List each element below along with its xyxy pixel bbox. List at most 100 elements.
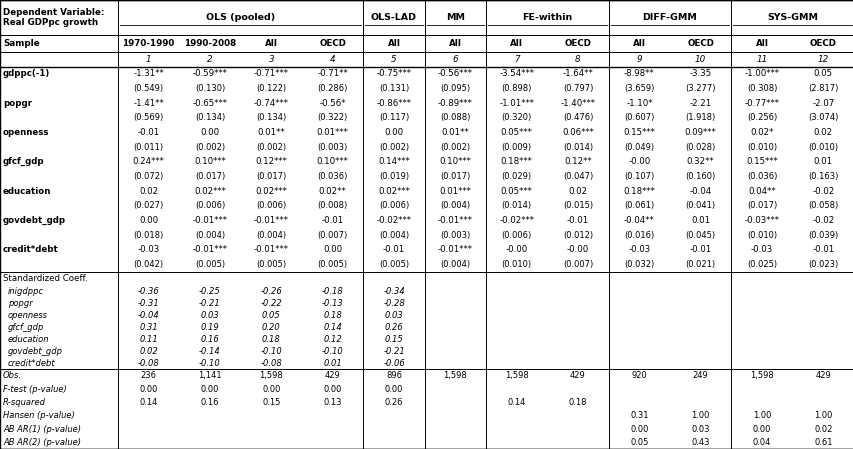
Text: -0.74***: -0.74*** xyxy=(253,99,288,108)
Text: All: All xyxy=(509,39,523,48)
Text: 0.18: 0.18 xyxy=(568,398,587,407)
Text: -0.04: -0.04 xyxy=(688,187,711,196)
Text: 0.03: 0.03 xyxy=(691,424,709,434)
Text: SYS-GMM: SYS-GMM xyxy=(766,13,817,22)
Text: 920: 920 xyxy=(630,371,647,380)
Text: 0.19: 0.19 xyxy=(200,322,219,332)
Text: 1,141: 1,141 xyxy=(198,371,222,380)
Text: Sample: Sample xyxy=(3,39,39,48)
Text: (0.014): (0.014) xyxy=(501,201,531,210)
Text: (0.010): (0.010) xyxy=(501,260,531,269)
Text: 0.15***: 0.15*** xyxy=(623,128,654,137)
Text: -0.03***: -0.03*** xyxy=(744,216,779,225)
Text: 1970-1990: 1970-1990 xyxy=(122,39,175,48)
Text: -0.28: -0.28 xyxy=(383,299,404,308)
Text: -0.02: -0.02 xyxy=(811,216,833,225)
Text: 0.02: 0.02 xyxy=(568,187,587,196)
Text: -0.01: -0.01 xyxy=(322,216,344,225)
Text: -0.02: -0.02 xyxy=(811,187,833,196)
Text: (0.006): (0.006) xyxy=(501,231,531,240)
Text: (0.117): (0.117) xyxy=(379,114,409,123)
Text: (0.320): (0.320) xyxy=(501,114,531,123)
Text: 0.00: 0.00 xyxy=(385,384,403,393)
Text: 3: 3 xyxy=(268,55,274,64)
Text: 0.02*: 0.02* xyxy=(750,128,773,137)
Text: 0.09***: 0.09*** xyxy=(684,128,716,137)
Text: (0.134): (0.134) xyxy=(194,114,225,123)
Text: (0.021): (0.021) xyxy=(685,260,715,269)
Text: 0.10***: 0.10*** xyxy=(439,158,471,167)
Text: -0.71***: -0.71*** xyxy=(253,70,288,79)
Text: -0.01***: -0.01*** xyxy=(253,245,288,254)
Text: 0.04: 0.04 xyxy=(752,438,770,447)
Text: -3.54***: -3.54*** xyxy=(499,70,533,79)
Text: 1,598: 1,598 xyxy=(259,371,283,380)
Text: -8.98**: -8.98** xyxy=(624,70,654,79)
Text: 0.01: 0.01 xyxy=(323,359,342,368)
Text: education: education xyxy=(3,187,51,196)
Text: FE-within: FE-within xyxy=(521,13,572,22)
Text: -0.01: -0.01 xyxy=(688,245,711,254)
Text: 0.14: 0.14 xyxy=(323,322,342,332)
Text: 896: 896 xyxy=(386,371,402,380)
Text: (0.006): (0.006) xyxy=(256,201,286,210)
Text: (0.003): (0.003) xyxy=(439,231,470,240)
Text: All: All xyxy=(755,39,768,48)
Text: 0.04**: 0.04** xyxy=(747,187,775,196)
Text: gfcf_gdp: gfcf_gdp xyxy=(8,322,44,332)
Text: 1.00: 1.00 xyxy=(691,411,709,420)
Text: (0.010): (0.010) xyxy=(807,143,838,152)
Text: -0.89***: -0.89*** xyxy=(438,99,473,108)
Text: (0.005): (0.005) xyxy=(379,260,409,269)
Text: -0.56*: -0.56* xyxy=(319,99,345,108)
Text: 0.00: 0.00 xyxy=(262,384,280,393)
Text: -0.02***: -0.02*** xyxy=(499,216,533,225)
Text: -3.35: -3.35 xyxy=(688,70,711,79)
Text: -1.00***: -1.00*** xyxy=(744,70,779,79)
Text: (0.002): (0.002) xyxy=(256,143,286,152)
Text: (0.004): (0.004) xyxy=(440,260,470,269)
Text: (3.074): (3.074) xyxy=(807,114,838,123)
Text: -0.71**: -0.71** xyxy=(317,70,348,79)
Text: 0.00: 0.00 xyxy=(323,384,341,393)
Text: (0.017): (0.017) xyxy=(256,172,286,181)
Text: education: education xyxy=(8,335,49,343)
Text: -0.65***: -0.65*** xyxy=(192,99,227,108)
Text: -0.21: -0.21 xyxy=(199,299,221,308)
Text: (3.277): (3.277) xyxy=(685,84,715,93)
Text: -1.41**: -1.41** xyxy=(133,99,164,108)
Text: -0.59***: -0.59*** xyxy=(192,70,227,79)
Text: (0.130): (0.130) xyxy=(194,84,225,93)
Text: 0.01: 0.01 xyxy=(813,158,832,167)
Text: (0.028): (0.028) xyxy=(685,143,715,152)
Text: 0.05***: 0.05*** xyxy=(500,187,532,196)
Text: -0.01***: -0.01*** xyxy=(253,216,288,225)
Text: -0.02***: -0.02*** xyxy=(376,216,411,225)
Text: (0.017): (0.017) xyxy=(194,172,225,181)
Text: 0.20: 0.20 xyxy=(262,322,281,332)
Text: (2.817): (2.817) xyxy=(807,84,838,93)
Text: 7: 7 xyxy=(514,55,519,64)
Text: (0.095): (0.095) xyxy=(440,84,470,93)
Text: 0.01**: 0.01** xyxy=(441,128,468,137)
Text: 4: 4 xyxy=(329,55,335,64)
Text: 0.01: 0.01 xyxy=(690,216,710,225)
Text: -0.08: -0.08 xyxy=(137,359,160,368)
Text: (0.004): (0.004) xyxy=(194,231,225,240)
Text: (0.023): (0.023) xyxy=(807,260,838,269)
Text: credit*debt: credit*debt xyxy=(8,359,55,368)
Text: (0.898): (0.898) xyxy=(501,84,531,93)
Text: 0.43: 0.43 xyxy=(691,438,709,447)
Text: 0.02**: 0.02** xyxy=(318,187,346,196)
Text: (0.045): (0.045) xyxy=(685,231,715,240)
Text: (0.163): (0.163) xyxy=(807,172,838,181)
Text: -1.40***: -1.40*** xyxy=(560,99,595,108)
Text: F-test (p-value): F-test (p-value) xyxy=(3,384,67,393)
Text: (0.047): (0.047) xyxy=(562,172,593,181)
Text: 0.00: 0.00 xyxy=(139,216,158,225)
Text: (0.010): (0.010) xyxy=(746,231,776,240)
Text: 11: 11 xyxy=(756,55,767,64)
Text: popgr: popgr xyxy=(3,99,32,108)
Text: 0.01**: 0.01** xyxy=(258,128,285,137)
Text: -0.00: -0.00 xyxy=(628,158,650,167)
